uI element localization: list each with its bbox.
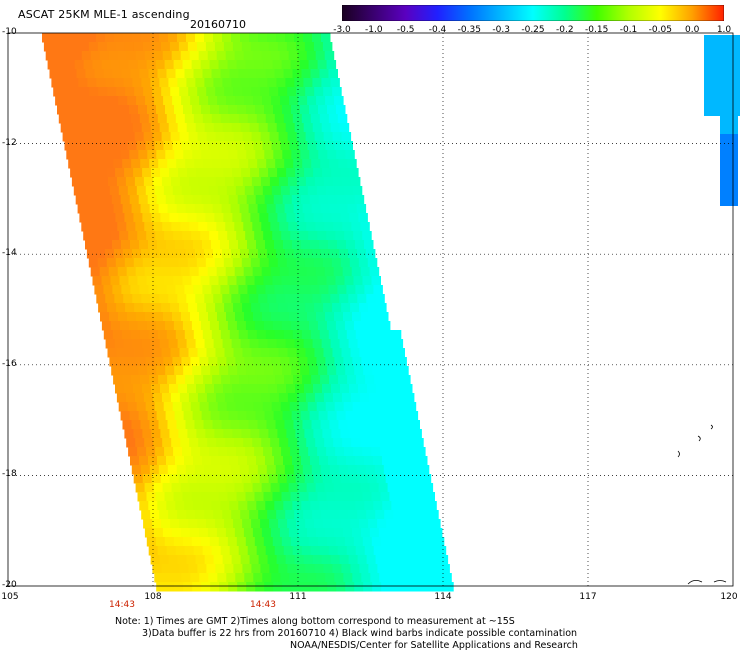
map-title: ASCAT 25KM MLE-1 ascending xyxy=(18,8,190,21)
colorbar-tick-label: -0.25 xyxy=(521,25,545,35)
latitude-tick-label: -18 xyxy=(2,469,17,480)
latitude-tick-label: -10 xyxy=(2,27,17,37)
colorbar-tick-label: -0.1 xyxy=(619,25,638,35)
longitude-tick-label: 114 xyxy=(434,592,452,602)
colorbar-tick-label: -1.0 xyxy=(365,25,383,35)
map-frame xyxy=(7,32,734,587)
latitude-tick-label: -20 xyxy=(2,580,17,590)
coastline-marks xyxy=(677,424,727,585)
note-line-2: 3)Data buffer is 22 hrs from 20160710 4)… xyxy=(142,628,578,639)
colorbar-tick-label: -0.3 xyxy=(492,25,510,35)
map-plot xyxy=(7,32,740,592)
longitude-tick-label: 108 xyxy=(144,592,162,602)
swath-fragment-east xyxy=(704,35,740,206)
colorbar-tick-label: -0.05 xyxy=(648,25,672,35)
colorbar-tick-label: 1.0 xyxy=(716,25,732,35)
latitude-tick-label: -12 xyxy=(2,137,17,148)
latitude-tick-label: -16 xyxy=(2,358,17,369)
longitude-tick-label: 117 xyxy=(579,592,597,602)
colorbar-tick-label: -0.2 xyxy=(556,25,574,35)
longitude-tick-label: 105 xyxy=(1,592,19,602)
colorbar-tick-label: -3.0 xyxy=(333,25,351,35)
colorbar-tick-label: -0.35 xyxy=(457,25,481,35)
colorbar xyxy=(342,5,724,21)
colorbar-tick-label: -0.15 xyxy=(585,25,609,35)
colorbar-gradient xyxy=(342,5,724,21)
satellite-swath xyxy=(42,33,454,592)
latitude-tick-label: -14 xyxy=(2,248,17,259)
note-line-3: NOAA/NESDIS/Center for Satellite Applica… xyxy=(290,640,578,651)
colorbar-tick-label: 0.0 xyxy=(684,25,700,35)
longitude-tick-label: 120 xyxy=(720,592,738,602)
map-date: 20160710 xyxy=(190,18,246,31)
note-line-1: Note: 1) Times are GMT 2)Times along bot… xyxy=(115,616,515,627)
colorbar-tick-label: -0.5 xyxy=(396,25,415,35)
time-label-2: 14:43 xyxy=(250,600,276,610)
map-grid xyxy=(8,33,733,586)
colorbar-tick-label: -0.4 xyxy=(428,25,447,35)
longitude-tick-label: 111 xyxy=(289,592,307,602)
time-label-1: 14:43 xyxy=(109,600,135,610)
